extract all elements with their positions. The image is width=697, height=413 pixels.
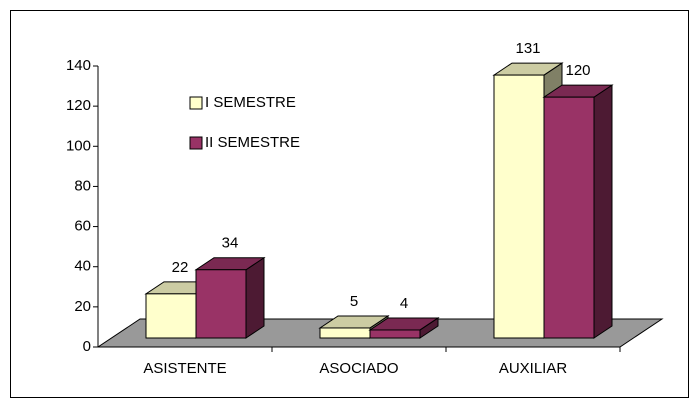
x-tick-label: ASOCIADO bbox=[319, 360, 398, 377]
bar-face bbox=[369, 329, 421, 339]
value-label: 22 bbox=[172, 259, 189, 276]
bar-face bbox=[593, 84, 613, 339]
y-tick-label: 120 bbox=[66, 97, 91, 114]
value-label: 120 bbox=[565, 62, 590, 79]
bar bbox=[194, 256, 266, 339]
bar-face bbox=[195, 269, 247, 339]
legend-label: II SEMESTRE bbox=[205, 134, 300, 151]
value-label: 131 bbox=[515, 40, 540, 57]
y-tick-label: 0 bbox=[83, 338, 91, 355]
bar-face bbox=[493, 74, 545, 339]
y-tick-label: 20 bbox=[74, 298, 91, 315]
bar-face bbox=[543, 96, 595, 339]
bar-face bbox=[245, 256, 265, 339]
bar bbox=[368, 317, 440, 339]
value-label: 5 bbox=[350, 293, 358, 310]
value-label: 34 bbox=[222, 235, 239, 252]
x-tick-label: ASISTENTE bbox=[143, 360, 226, 377]
bar-face bbox=[145, 293, 197, 339]
legend-swatch bbox=[189, 96, 203, 110]
y-tick-label: 100 bbox=[66, 137, 91, 154]
legend-label: I SEMESTRE bbox=[205, 94, 296, 111]
bar-face bbox=[319, 327, 371, 339]
bar bbox=[542, 84, 614, 339]
x-tick-label: AUXILIAR bbox=[499, 360, 568, 377]
y-tick-label: 80 bbox=[74, 177, 91, 194]
y-tick-label: 140 bbox=[66, 57, 91, 74]
legend-swatch bbox=[189, 136, 203, 150]
y-tick-label: 40 bbox=[74, 258, 91, 275]
value-label: 4 bbox=[400, 295, 408, 312]
y-tick-label: 60 bbox=[74, 218, 91, 235]
